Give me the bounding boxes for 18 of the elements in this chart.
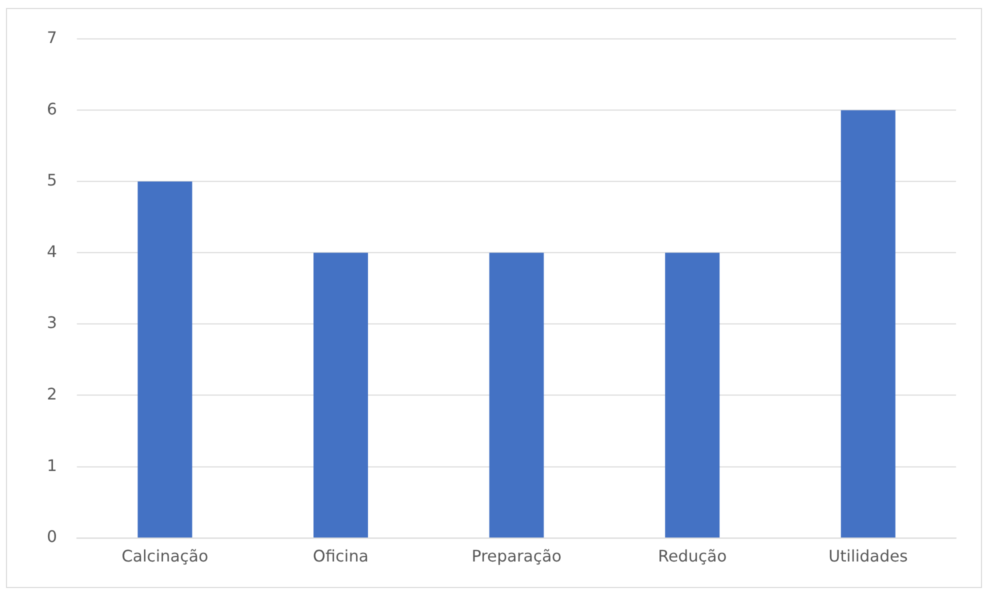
bar: [840, 110, 896, 538]
y-tick-label: 6: [46, 99, 58, 118]
x-tick-label: Redução: [658, 546, 727, 566]
y-tick-label: 3: [46, 313, 58, 332]
y-tick-label: 5: [46, 170, 58, 190]
bar: [313, 252, 368, 538]
x-tick-label: Oficina: [312, 546, 369, 566]
y-tick-label: 2: [46, 384, 58, 404]
x-tick-label: Preparação: [472, 546, 562, 566]
y-tick-label: 7: [46, 28, 58, 48]
y-tick-label: 4: [46, 242, 58, 261]
y-tick-label: 0: [46, 527, 58, 546]
x-tick-label: Calcinação: [122, 546, 208, 566]
x-tick-label: Utilidades: [828, 546, 908, 566]
bar: [489, 252, 544, 538]
bar: [665, 252, 720, 538]
y-tick-label: 1: [46, 456, 58, 475]
bar: [138, 181, 192, 538]
